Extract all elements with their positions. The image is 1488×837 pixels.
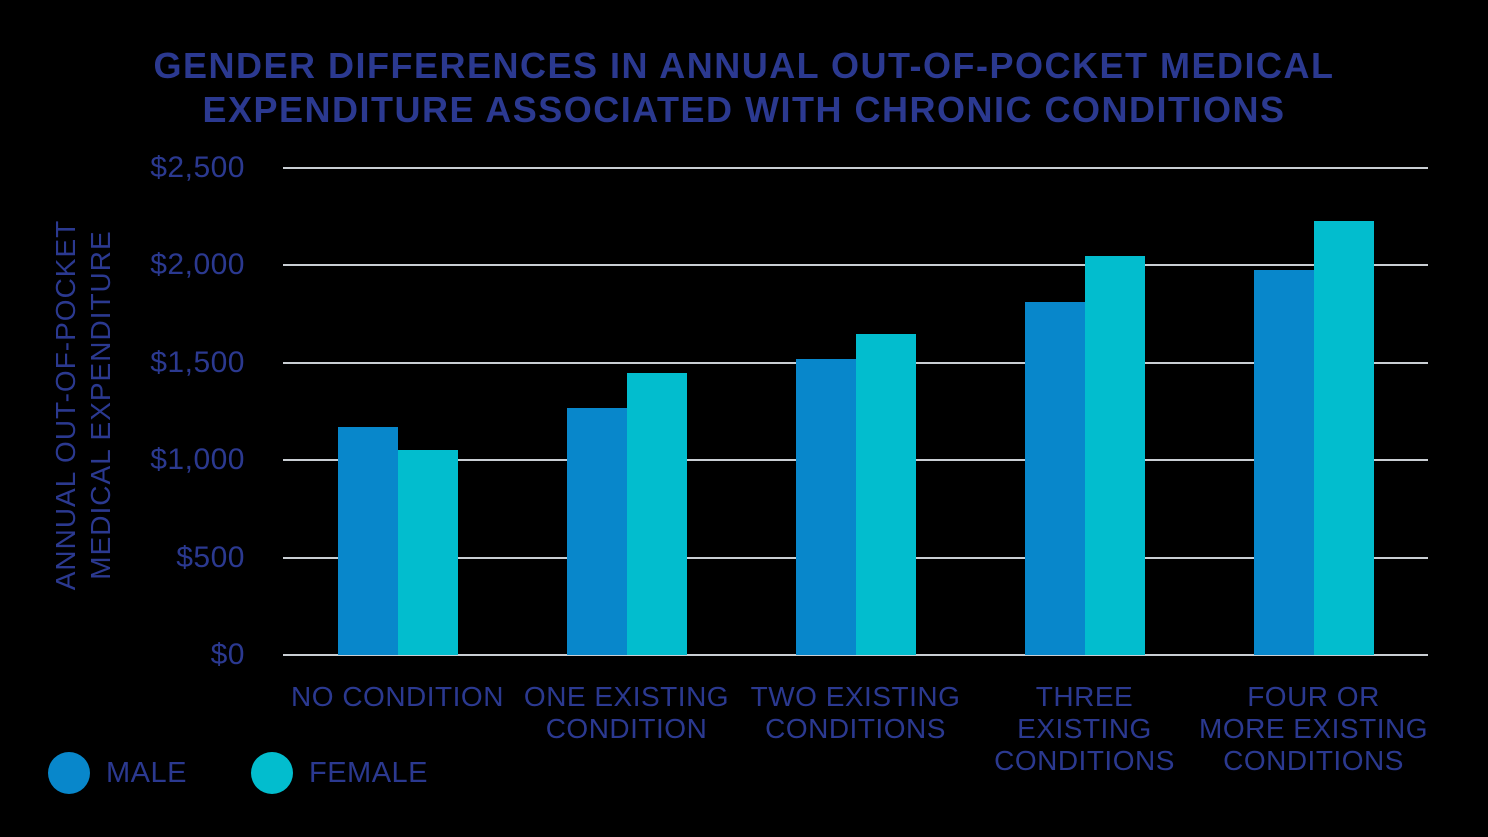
y-tick-label-1500: $1,500 [150, 345, 245, 379]
x-label-2: ONE EXISTING CONDITION [523, 681, 730, 745]
y-tick-label-2000: $2,000 [150, 248, 245, 282]
female-bar-1 [397, 450, 458, 655]
female-bar-4 [1084, 255, 1145, 655]
y-tick-label-0: $0 [210, 638, 245, 671]
y-tick-label-2500: $2,500 [150, 151, 245, 184]
male-swatch-icon [48, 752, 90, 794]
bar-group-5 [1199, 168, 1428, 655]
bar-group-1 [283, 168, 512, 655]
x-label-5: FOUR OR MORE EXISTING CONDITIONS [1199, 681, 1428, 777]
bar-group-4 [970, 168, 1199, 655]
plot-area [283, 167, 1428, 656]
legend-item-female: FEMALE [250, 752, 429, 794]
female-bar-2 [626, 372, 687, 655]
bar-group-2 [512, 168, 741, 655]
y-tick-label-500: $500 [176, 540, 245, 574]
gridline-2500 [283, 167, 1428, 169]
y-tick-label-1000: $1,000 [150, 443, 245, 477]
male-bar-1 [337, 427, 398, 655]
x-label-3: TWO EXISTING CONDITIONS [750, 681, 961, 745]
legend-label-male: MALE [106, 756, 187, 789]
male-bar-2 [566, 407, 627, 655]
gridline-0 [283, 654, 1428, 656]
male-bar-4 [1024, 302, 1085, 655]
x-label-1: NO CONDITION [291, 681, 504, 712]
female-bar-5 [1313, 220, 1374, 655]
legend-label-female: FEMALE [308, 756, 429, 789]
female-bar-3 [855, 333, 916, 655]
male-bar-5 [1253, 270, 1314, 655]
x-label-4: THREE EXISTING CONDITIONS [994, 681, 1175, 777]
legend-item-male: MALE [48, 752, 187, 794]
chart-title: GENDER DIFFERENCES IN ANNUAL OUT-OF-POCK… [153, 45, 1335, 130]
bar-group-3 [741, 168, 970, 655]
gridline-2000 [283, 264, 1428, 267]
male-bar-3 [795, 358, 856, 655]
female-swatch-icon [250, 752, 293, 794]
legend: MALE FEMALE [48, 752, 428, 794]
